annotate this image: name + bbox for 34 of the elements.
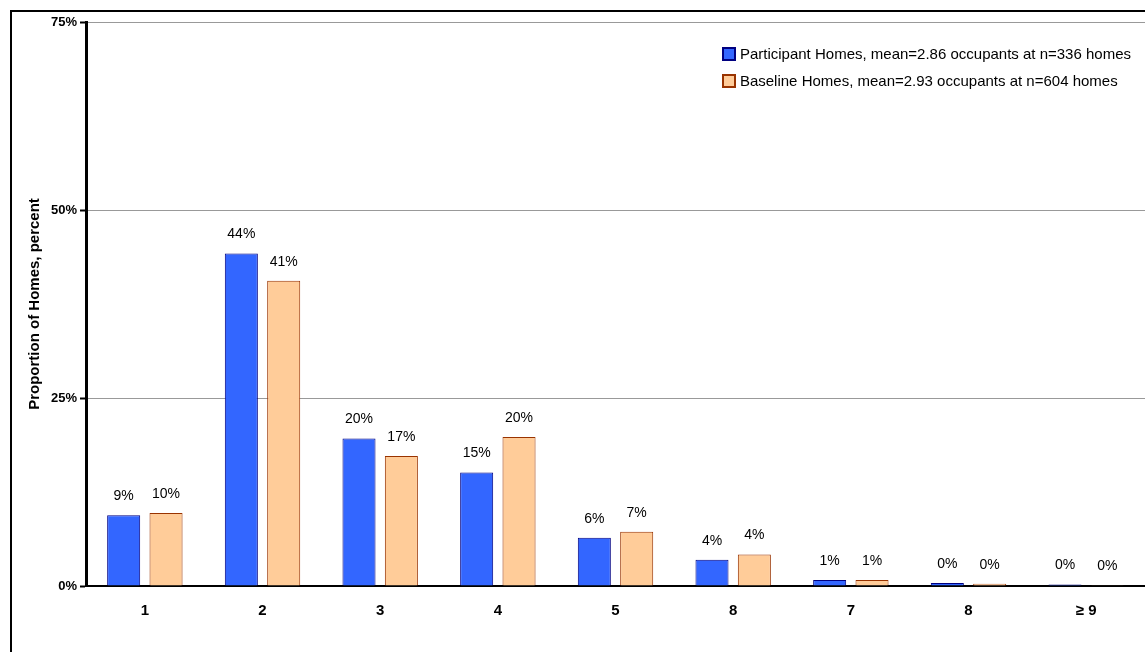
data-label: 4% [701,531,723,548]
data-label: 44% [227,225,256,242]
data-label: 6% [584,509,605,526]
y-tick-label: 25% [50,389,78,405]
legend-label: Baseline Homes, mean=2.93 occupants at n=604 homes [739,72,1118,89]
x-tick-label: 8 [964,601,973,619]
data-label: 17% [387,427,416,444]
data-label: 20% [344,410,374,427]
data-label: 9% [113,487,134,504]
x-tick-label: 3 [376,601,385,619]
x-tick-label: 7 [846,601,856,619]
x-tick-label: 1 [140,601,150,619]
data-label: 20% [505,408,534,425]
x-tick-label: 8 [729,601,738,619]
y-tick-label: 75% [50,13,78,29]
x-tick-label: ≥ 9 [1075,601,1097,619]
y-tick-label: 0% [58,577,78,593]
x-tick-label: 5 [611,601,620,619]
data-label: 1% [861,551,883,568]
y-axis-title: Proportion of Homes, percent [25,198,43,410]
x-tick-label: 2 [258,601,267,619]
data-label: 15% [462,444,491,461]
x-tick-label: 4 [493,601,503,619]
data-label: 41% [269,252,298,269]
data-label: 4% [744,526,765,543]
y-tick-label: 50% [50,201,78,217]
data-label: 0% [1054,556,1076,573]
data-label: 0% [979,555,1000,572]
data-label: 7% [626,503,647,520]
data-label: 1% [819,551,840,568]
legend-label: Participant Homes, mean=2.86 occupants at n=336 homes [739,45,1131,62]
data-label: 0% [1097,557,1118,574]
data-label: 10% [152,484,181,501]
data-label: 0% [937,554,958,571]
